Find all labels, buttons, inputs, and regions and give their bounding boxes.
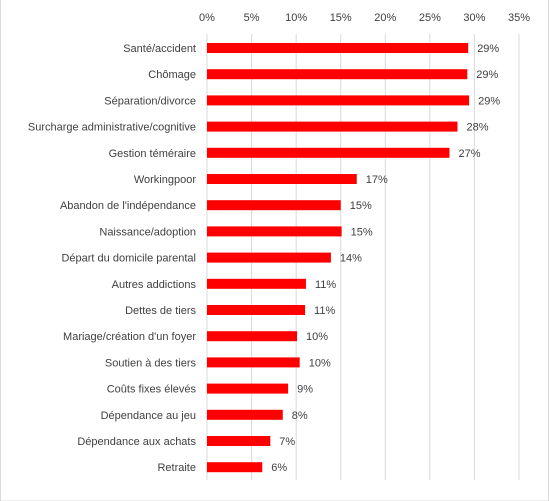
category-label: Naissance/adoption [99,226,196,238]
category-label: Dépendance aux achats [77,436,196,448]
category-label: Workingpoor [134,174,196,186]
bar [207,331,298,342]
x-tick-label: 10% [285,12,307,24]
bar [207,278,306,289]
data-label: 11% [315,279,336,291]
data-label: 6% [271,462,287,474]
bar [207,226,342,237]
data-label: 27% [458,148,480,160]
category-label: Autres addictions [112,279,197,291]
x-tick-label: 0% [199,12,215,24]
data-label: 15% [351,226,373,238]
data-label: 28% [466,122,488,134]
data-label: 29% [476,69,498,81]
category-label: Séparation/divorce [104,95,196,107]
category-label: Chômage [148,69,196,81]
data-label: 8% [292,410,308,422]
data-label: 11% [314,305,335,317]
bar [207,383,289,394]
category-label: Gestion téméraire [109,148,196,160]
category-label: Dettes de tiers [125,305,196,317]
bar-layer [207,43,470,473]
category-label: Santé/accident [123,43,196,55]
bar [207,43,469,53]
category-label: Surcharge administrative/cognitive [28,122,196,134]
bar [207,436,271,446]
category-label: Départ du domicile parental [61,253,196,265]
bar [207,357,300,368]
category-label: Dépendance au jeu [101,410,196,422]
data-label: 7% [279,436,295,448]
bar [207,121,458,132]
x-tick-label: 20% [374,12,396,24]
bar [207,462,263,473]
category-label: Mariage/création d'un foyer [63,331,196,343]
category-label: Coûts fixes élevés [107,384,197,396]
category-label: Soutien à des tiers [105,357,197,369]
data-label: 14% [340,253,362,265]
data-label: 10% [306,331,328,343]
bar [207,305,306,315]
x-tick-label: 25% [419,12,441,24]
data-label: 29% [477,43,499,55]
data-label: 15% [350,200,372,212]
bar [207,95,470,106]
bar [207,147,450,158]
bar [207,409,283,420]
bar [207,252,331,263]
bar [207,174,357,184]
x-tick-label: 5% [244,12,260,24]
x-tick-label: 30% [463,12,485,24]
category-label: Abandon de l'indépendance [60,200,196,212]
x-tick-label: 15% [330,12,352,24]
data-label: 29% [478,95,500,107]
bar [207,69,468,80]
bar [207,200,341,211]
data-label: 9% [297,384,313,396]
data-label: 17% [366,174,388,186]
x-tick-label: 35% [508,12,530,24]
data-label: 10% [309,357,331,369]
label-layer: 0% 5% 10% 15% 20% 25% 30% 35% Santé/accident 29% C… [28,12,530,474]
category-label: Retraite [157,462,196,474]
